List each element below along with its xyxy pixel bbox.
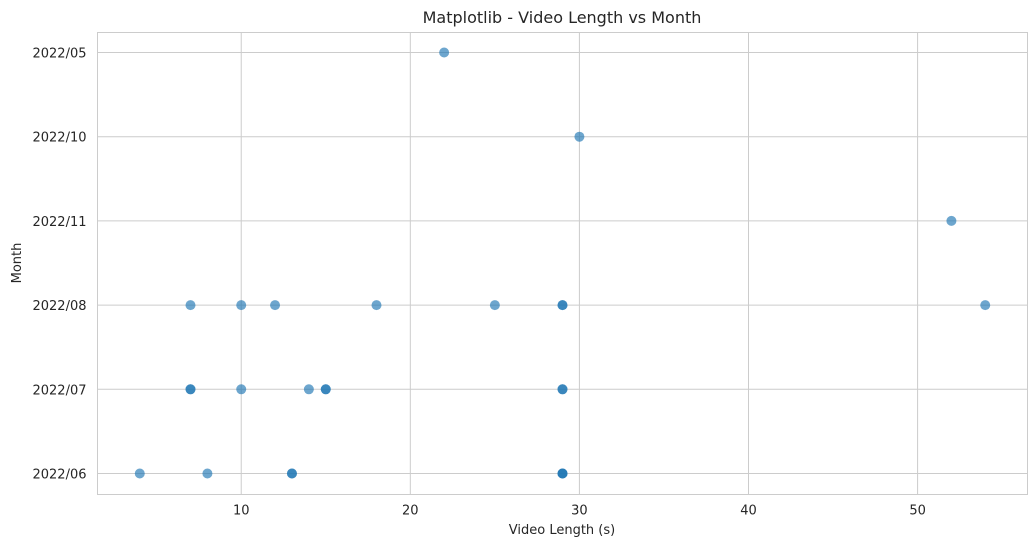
grid <box>97 32 1028 495</box>
x-tick-label: 50 <box>909 504 926 519</box>
data-point <box>236 300 247 311</box>
y-tick-label: 2022/06 <box>32 468 86 483</box>
data-point <box>557 384 568 395</box>
data-point <box>574 131 585 142</box>
x-tick-label: 30 <box>571 504 588 519</box>
y-tick-labels: 2022/06 2022/07 2022/08 2022/11 2022/10 2022/… <box>32 47 86 483</box>
x-tick-labels: 10 20 30 40 50 <box>233 504 926 519</box>
x-tick-label: 40 <box>740 504 757 519</box>
y-tick-label: 2022/08 <box>32 299 86 314</box>
data-points <box>134 47 991 479</box>
data-point <box>439 47 450 58</box>
data-point <box>185 300 196 311</box>
chart-title: Matplotlib - Video Length vs Month <box>423 8 702 27</box>
data-point <box>134 468 145 479</box>
data-point <box>371 300 382 311</box>
y-axis-label: Month <box>10 243 25 284</box>
y-tick-label: 2022/10 <box>32 131 86 146</box>
data-point <box>286 468 297 479</box>
data-point <box>185 384 196 395</box>
data-point <box>320 384 331 395</box>
x-tick-label: 20 <box>402 504 419 519</box>
y-tick-label: 2022/05 <box>32 47 86 62</box>
data-point <box>303 384 314 395</box>
x-tick-label: 10 <box>233 504 250 519</box>
data-point <box>270 300 281 311</box>
data-point <box>202 468 213 479</box>
data-point <box>236 384 247 395</box>
data-point <box>489 300 500 311</box>
data-point <box>980 300 991 311</box>
data-point <box>557 468 568 479</box>
plot-frame <box>97 32 1028 495</box>
data-point <box>557 300 568 311</box>
data-point <box>946 215 957 226</box>
y-tick-label: 2022/07 <box>32 383 86 398</box>
x-axis-label: Video Length (s) <box>509 523 615 538</box>
y-tick-label: 2022/11 <box>32 215 86 230</box>
